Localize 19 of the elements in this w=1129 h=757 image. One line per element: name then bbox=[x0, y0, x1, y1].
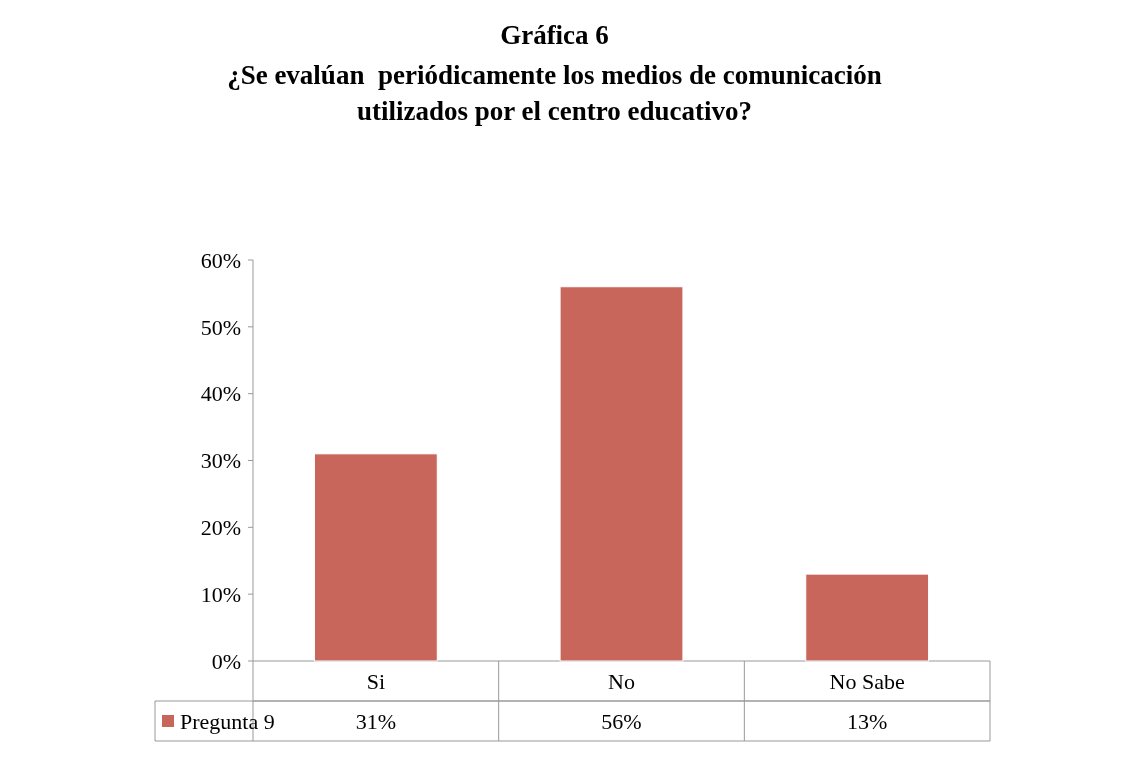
x-tick-label: No bbox=[608, 668, 635, 694]
y-tick-label: 30% bbox=[200, 448, 241, 474]
x-tick-label: Si bbox=[366, 668, 386, 694]
x-tick-label: No Sabe bbox=[829, 668, 905, 694]
y-tick-label: 10% bbox=[200, 581, 241, 607]
bar bbox=[313, 453, 438, 662]
y-tick-label: 50% bbox=[200, 314, 241, 340]
y-tick-label: 40% bbox=[200, 381, 241, 407]
bar bbox=[559, 286, 684, 662]
y-tick-label: 60% bbox=[200, 247, 241, 273]
chart-subtitle: ¿Se evalúan periódicamente los medios de comunicación utilizados por el centro educativo? bbox=[227, 60, 882, 126]
legend-label: Pregunta 9 bbox=[180, 708, 275, 734]
chart-title: Gráfica 6 bbox=[500, 20, 609, 50]
data-label: 56% bbox=[601, 708, 642, 734]
data-label: 13% bbox=[847, 708, 888, 734]
bar bbox=[805, 573, 930, 662]
data-label: 31% bbox=[355, 708, 396, 734]
y-tick-label: 20% bbox=[200, 515, 241, 541]
y-tick-label: 0% bbox=[211, 648, 241, 674]
